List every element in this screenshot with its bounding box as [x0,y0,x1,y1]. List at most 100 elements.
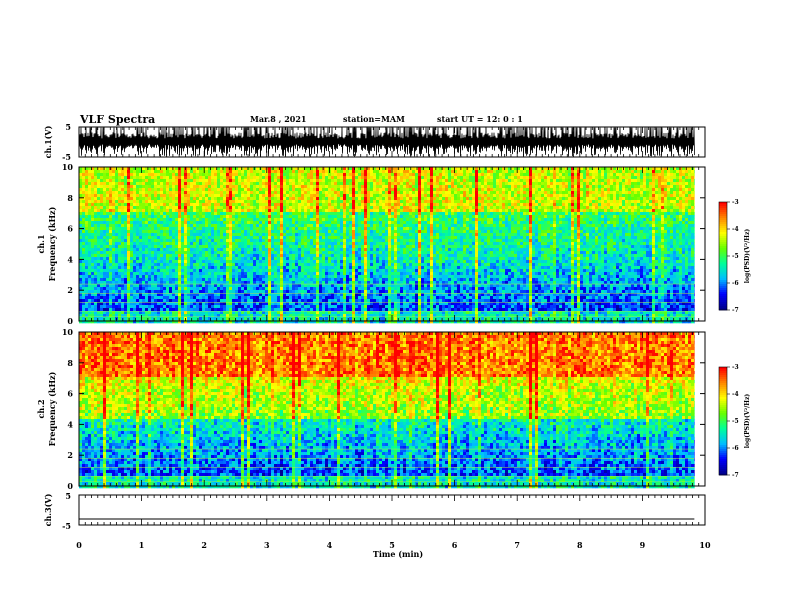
spectrogram-cell [667,170,671,174]
spectrogram-cell [211,188,215,192]
spectrogram-cell [568,230,572,234]
spectrogram-cell [274,167,278,171]
spectrogram-cell [418,176,422,180]
spectrogram-cell [346,218,350,222]
spectrogram-cell [544,227,548,231]
spectrogram-cell [259,194,263,198]
spectrogram-cell [496,176,500,180]
spectrogram-cell [673,209,677,213]
spectrogram-cell [556,230,560,234]
spectrogram-cell [535,191,539,195]
spectrogram-cell [277,179,281,183]
spectrogram-cell [421,212,425,216]
spectrogram-cell [202,212,206,216]
spectrogram-cell [520,224,524,228]
spectrogram-cell [139,191,143,195]
spectrogram-cell [163,188,167,192]
spectrogram-cell [121,179,125,183]
spectrogram-cell [646,167,650,171]
spectrogram-cell [139,182,143,186]
spectrogram-cell [466,227,470,231]
spectrogram-cell [433,194,437,198]
spectrogram-cell [607,176,611,180]
spectrogram-cell [583,212,587,216]
spectrogram-cell [454,233,458,237]
spectrogram-cell [607,200,611,204]
spectrogram-cell [445,176,449,180]
spectrogram-cell [688,209,692,213]
spectrogram-cell [163,236,167,240]
spectrogram-cell [307,197,311,201]
spectrogram-cell [682,170,686,174]
spectrogram-cell [418,170,422,174]
spectrogram-cell [481,179,485,183]
spectrogram-cell [79,218,83,222]
spectrogram-cell [361,191,365,195]
spectrogram-cell [388,167,392,171]
spectrogram-cell [535,230,539,234]
spectrogram-cell [244,230,248,234]
spectrogram-cell [406,182,410,186]
spectrogram-cell [82,215,86,219]
spectrogram-cell [373,236,377,240]
spectrogram-cell [595,188,599,192]
spectrogram-cell [523,167,527,171]
spectrogram-cell [370,203,374,207]
spectrogram-cell [226,191,230,195]
spectrogram-cell [562,191,566,195]
spectrogram-cell [313,233,317,237]
spectrogram-cell [190,203,194,207]
spectrogram-cell [691,209,695,213]
spectrogram-cell [145,221,149,225]
spectrogram-cell [352,167,356,171]
spectrogram-cell [148,224,152,228]
spectrogram-cell [193,182,197,186]
spectrogram-cell [598,218,602,222]
spectrogram-cell [490,230,494,234]
spectrogram-cell [415,182,419,186]
spectrogram-cell [529,236,533,240]
spectrogram-cell [310,209,314,213]
spectrogram-cell [256,188,260,192]
spectrogram-cell [535,200,539,204]
spectrogram-cell [325,206,329,210]
spectrogram-cell [145,200,149,204]
spectrogram-cell [322,170,326,174]
spectrogram-cell [457,173,461,177]
spectrogram-cell [91,179,95,183]
spectrogram-cell [337,188,341,192]
spectrogram-cell [499,212,503,216]
spectrogram-cell [142,206,146,210]
spectrogram-cell [484,230,488,234]
spectrogram-cell [451,170,455,174]
spectrogram-cell [331,179,335,183]
spectrogram-cell [529,182,533,186]
spectrogram-cell [517,218,521,222]
spectrogram-cell [595,191,599,195]
spectrogram-cell [520,218,524,222]
spectrogram-cell [145,239,149,243]
spectrogram-cell [589,188,593,192]
spectrogram-cell [160,224,164,228]
spectrogram-cell [544,230,548,234]
spectrogram-cell [514,224,518,228]
spectrogram-cell [403,230,407,234]
spectrogram-cell [553,170,557,174]
spectrogram-cell [355,182,359,186]
spectrogram-cell [511,215,515,219]
spectrogram-cell [628,194,632,198]
spectrogram-cell [223,200,227,204]
spectrogram-cell [253,200,257,204]
spectrogram-cell [625,206,629,210]
spectrogram-cell [505,230,509,234]
spectrogram-cell [676,221,680,225]
spectrogram-cell [220,188,224,192]
spectrogram-cell [460,227,464,231]
spectrogram-cell [442,230,446,234]
spectrogram-cell [220,203,224,207]
spectrogram-cell [253,224,257,228]
spectrogram-cell [517,182,521,186]
spectrogram-cell [340,188,344,192]
spectrogram-cell [436,194,440,198]
spectrogram-cell [490,221,494,225]
